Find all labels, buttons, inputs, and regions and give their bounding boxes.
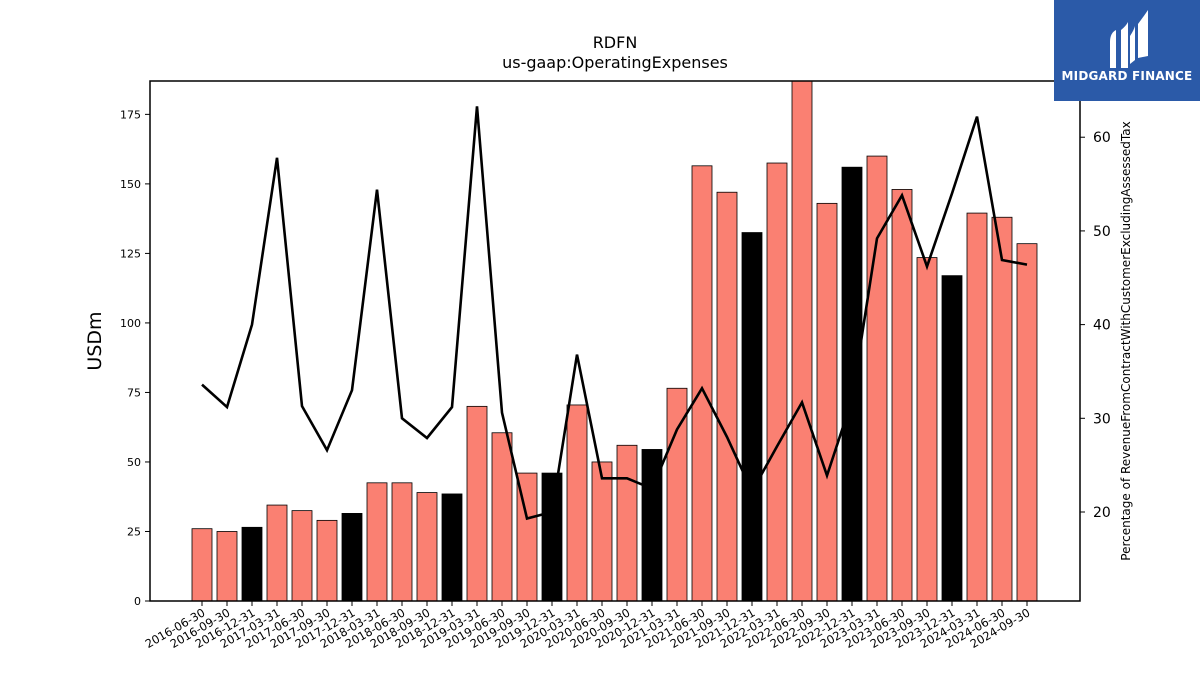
y-tick-label: 100	[120, 317, 141, 330]
bar-2018-09-30	[416, 492, 438, 602]
bar-2024-06-30	[991, 216, 1013, 602]
chart-subtitle: us-gaap:OperatingExpenses	[502, 53, 728, 72]
bar-2016-12-31	[241, 526, 263, 602]
y-tick-label: 25	[127, 525, 141, 538]
bar-2017-09-30	[316, 519, 338, 602]
bar-2023-06-30	[891, 189, 913, 602]
bar-2021-12-31	[741, 232, 763, 602]
logo-mark-icon	[1110, 10, 1148, 68]
bar-2024-09-30	[1016, 243, 1038, 602]
y2-tick-label: 50	[1093, 224, 1111, 240]
bar-series	[191, 80, 1038, 602]
bar-2023-03-31	[866, 155, 888, 602]
bar-2019-03-31	[466, 405, 488, 602]
bar-2023-09-30	[916, 257, 938, 602]
x-axis: 2016-06-302016-09-302016-12-312017-03-31…	[143, 601, 1033, 651]
bar-2017-12-31	[341, 513, 363, 602]
bar-2022-06-30	[791, 80, 813, 602]
bar-2019-06-30	[491, 432, 513, 602]
bar-2022-09-30	[816, 202, 838, 602]
bar-2016-06-30	[191, 528, 213, 602]
chart-title: RDFN	[593, 33, 638, 52]
bar-2024-03-31	[966, 212, 988, 602]
bar-2018-03-31	[366, 482, 388, 602]
y-tick-label: 150	[120, 178, 141, 191]
bar-2020-06-30	[591, 461, 613, 602]
y2-tick-label: 30	[1093, 411, 1111, 427]
bar-2018-06-30	[391, 482, 413, 602]
logo-text: MIDGARD FINANCE	[1061, 69, 1193, 83]
y-tick-label: 175	[120, 108, 141, 121]
y-axis-right: 20 30 40 50 60	[1080, 130, 1111, 521]
line-series	[201, 106, 1028, 521]
bar-2020-03-31	[566, 404, 588, 602]
brand-logo: MIDGARD FINANCE	[1054, 0, 1200, 101]
bar-2021-09-30	[716, 191, 738, 602]
bar-2022-12-31	[841, 166, 863, 602]
y-axis-left: 0 25 50 75 100 125 150 175	[120, 108, 150, 608]
y-axis-label: USDm	[84, 311, 106, 370]
y2-tick-label: 40	[1093, 318, 1111, 334]
y2-axis-label: Percentage of RevenueFromContractWithCus…	[1119, 121, 1133, 560]
y-tick-label: 125	[120, 247, 141, 260]
y-tick-label: 0	[134, 595, 141, 608]
y2-tick-label: 20	[1093, 505, 1111, 521]
percentage-line	[201, 106, 1028, 521]
bar-2019-12-31	[541, 472, 563, 602]
bar-2016-09-30	[216, 531, 238, 602]
plot-frame	[149, 80, 1081, 602]
bar-2018-12-31	[441, 493, 463, 602]
bar-2021-06-30	[691, 165, 713, 602]
bar-2020-09-30	[616, 444, 638, 602]
y-tick-label: 75	[127, 386, 141, 399]
y-tick-label: 50	[127, 456, 141, 469]
bar-2023-12-31	[941, 275, 963, 602]
y2-tick-label: 60	[1093, 130, 1111, 146]
bar-2017-06-30	[291, 510, 313, 602]
bar-2022-03-31	[766, 162, 788, 602]
bar-2017-03-31	[266, 504, 288, 602]
